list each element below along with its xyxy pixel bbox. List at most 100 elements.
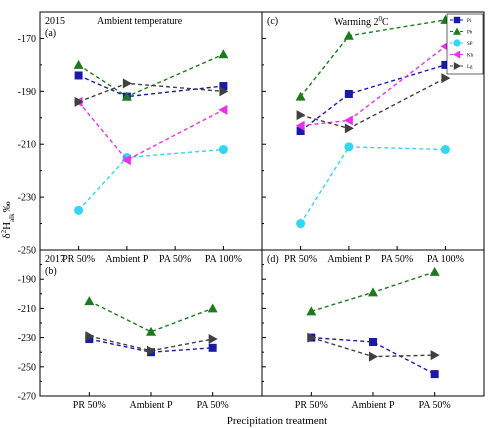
legend-label: Pl (467, 19, 472, 24)
series-sp (296, 142, 450, 229)
series-line-pl (300, 64, 446, 132)
data-point-sp (74, 205, 84, 215)
y-tick-label: -210 (18, 304, 36, 315)
y-tick-label: -230 (18, 333, 36, 344)
panel-year: 2015 (45, 16, 65, 27)
data-point-lg (344, 123, 354, 134)
x-tick-label: PA 100% (205, 254, 242, 265)
data-point-pl (296, 127, 305, 135)
data-point-sp (296, 219, 306, 229)
data-point-pl (369, 337, 377, 346)
y-axis-title: δ2Halk‰ (0, 201, 16, 238)
y-tick-label: -250 (18, 362, 36, 373)
y-tick-label: -250 (18, 246, 36, 257)
y-tick-label: -190 (18, 275, 36, 286)
x-tick-label: PA 50% (381, 254, 413, 265)
x-tick-label: PR 50% (295, 400, 328, 411)
panel-letter: (d) (267, 254, 279, 265)
series-line-pb (78, 53, 224, 98)
series-pb (73, 49, 229, 101)
data-point-pb (207, 303, 218, 313)
data-point-lg (441, 73, 451, 84)
data-point-pb (306, 306, 317, 316)
data-point-lg (296, 110, 306, 121)
data-point-lg (369, 351, 378, 362)
panel-d: PR 50% Ambient P PA 50% (d) (261, 249, 485, 411)
panel-subtitle: Warming 20C (334, 15, 389, 28)
data-point-pb (73, 59, 84, 69)
y-tick-label: -170 (18, 34, 36, 45)
y-tick-label: -210 (18, 140, 36, 151)
data-point-pb (429, 266, 440, 276)
legend-marker-kh (453, 50, 461, 59)
data-point-sp (440, 145, 450, 155)
data-point-lg (147, 345, 156, 356)
data-point-lg (307, 332, 317, 343)
data-point-pb (84, 296, 95, 306)
data-point-pl (85, 335, 94, 344)
panel-b: -270 -250 -230 -210 -190 PR 50% Ambient P PA 50… (18, 249, 263, 411)
data-point-pl (208, 343, 217, 352)
legend-label: Kh (467, 54, 474, 59)
series-line-kh (78, 101, 224, 161)
series-line-sp (78, 148, 224, 211)
data-point-lg (122, 78, 132, 89)
x-tick-label: Ambient P (327, 254, 370, 265)
legend-label: SP (467, 42, 473, 47)
x-tick-label: Ambient P (129, 400, 172, 411)
data-point-pb (218, 49, 229, 59)
series-line-pb (89, 300, 213, 333)
y-axis-title-unit: ‰ (1, 201, 13, 212)
x-tick-label: PR 50% (62, 254, 95, 265)
panel-letter: (c) (267, 16, 278, 27)
panel-frame (39, 249, 263, 397)
x-tick-label: PR 50% (73, 400, 106, 411)
data-point-kh (295, 120, 305, 131)
data-point-pl (344, 89, 353, 98)
x-tick-label: PA 100% (427, 254, 464, 265)
panel-frame (39, 11, 263, 251)
data-point-lg (208, 334, 218, 345)
panel-a: -250 -230 -210 -190 -170 PR 50% Ambient P PA 50… (18, 11, 263, 265)
y-axis-title-sub: alk (8, 213, 16, 222)
data-point-lg (430, 350, 440, 361)
data-point-lg (219, 86, 229, 97)
series-lg (74, 78, 229, 107)
y-axis-title-delta: δ (1, 233, 13, 238)
y-tick-label: -190 (18, 87, 36, 98)
x-tick-label: PA 50% (159, 254, 191, 265)
panel-subtitle: Ambient temperature (97, 16, 183, 27)
legend-frame (446, 13, 484, 75)
y-tick-label: -230 (18, 193, 36, 204)
series-lg (296, 73, 451, 134)
series-line-pl (311, 336, 435, 375)
series-kh (73, 96, 228, 166)
series-lg (85, 331, 218, 356)
series-pl (296, 60, 450, 135)
data-point-lg (74, 96, 84, 107)
series-sp (74, 145, 228, 215)
legend-marker-pb (453, 27, 461, 35)
legend-marker-lg (453, 62, 461, 70)
x-tick-label: PA 50% (419, 400, 451, 411)
data-point-sp (344, 142, 354, 152)
data-point-kh (121, 155, 131, 166)
series-pb (306, 266, 440, 316)
x-tick-label: Ambient P (105, 254, 148, 265)
x-tick-label: PR 50% (284, 254, 317, 265)
series-line-lg (300, 77, 446, 130)
panel-c: PR 50% Ambient P PA 50% PA 100% (c) Warming 2… (261, 11, 485, 265)
data-point-pb (146, 326, 156, 336)
legend-label: Lg (467, 65, 473, 70)
legend-label: Pb (467, 31, 473, 36)
data-point-kh (343, 115, 353, 126)
data-point-pb (121, 91, 132, 101)
panel-letter: (a) (45, 28, 56, 39)
data-point-sp (218, 145, 228, 155)
data-point-pb (295, 91, 306, 101)
data-point-pb (343, 30, 354, 40)
legend: Pl Pb SP Kh Lg (446, 13, 484, 75)
series-lg (307, 332, 440, 362)
series-line-sp (300, 146, 446, 224)
y-tick-label: -270 (18, 392, 36, 403)
